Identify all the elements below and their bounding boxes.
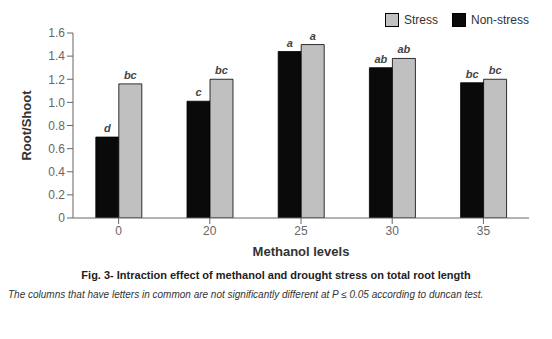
svg-text:0: 0 xyxy=(58,211,65,225)
svg-text:1.6: 1.6 xyxy=(48,26,65,40)
html-text:Fig. 3- Intraction effect of m: Fig. 3- Intraction effect of methanol an… xyxy=(81,269,471,281)
svg-text:0.4: 0.4 xyxy=(48,165,65,179)
svg-text:d: d xyxy=(104,122,111,134)
svg-text:ab: ab xyxy=(374,53,387,65)
svg-text:0: 0 xyxy=(115,224,122,238)
svg-text:30: 30 xyxy=(386,224,400,238)
svg-text:Methanol levels: Methanol levels xyxy=(253,244,350,259)
html-text:Non-stress: Non-stress xyxy=(471,13,529,27)
svg-text:Root/Shoot: Root/Shoot xyxy=(19,90,34,161)
svg-text:1.2: 1.2 xyxy=(48,73,65,87)
svg-text:bc: bc xyxy=(124,69,137,81)
svg-text:c: c xyxy=(195,86,201,98)
html-text:The columns that have letters: The columns that have letters in common … xyxy=(8,289,484,300)
svg-text:bc: bc xyxy=(466,68,479,80)
svg-text:a: a xyxy=(287,37,293,49)
svg-text:0.2: 0.2 xyxy=(48,188,65,202)
svg-text:0.8: 0.8 xyxy=(48,119,65,133)
svg-text:25: 25 xyxy=(294,224,308,238)
svg-text:1.0: 1.0 xyxy=(48,96,65,110)
html-text:Stress: Stress xyxy=(404,13,438,27)
svg-text:1.4: 1.4 xyxy=(48,49,65,63)
svg-text:bc: bc xyxy=(215,64,228,76)
svg-text:0.6: 0.6 xyxy=(48,142,65,156)
svg-text:bc: bc xyxy=(489,64,502,76)
svg-text:a: a xyxy=(310,30,316,42)
svg-text:ab: ab xyxy=(397,43,410,55)
svg-text:35: 35 xyxy=(477,224,491,238)
svg-text:20: 20 xyxy=(203,224,217,238)
